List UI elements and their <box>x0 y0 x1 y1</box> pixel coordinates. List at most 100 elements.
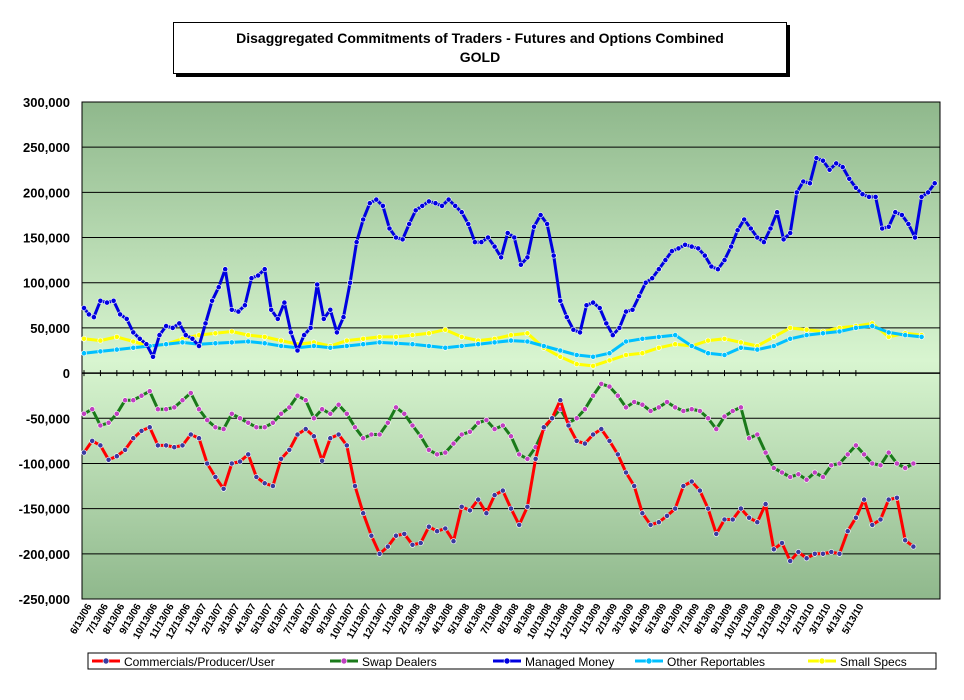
data-point <box>237 415 243 422</box>
data-point <box>261 480 268 487</box>
data-point <box>196 343 202 349</box>
data-point <box>623 308 629 315</box>
data-point <box>869 460 876 467</box>
data-point <box>442 449 449 456</box>
data-point <box>508 505 514 512</box>
data-point <box>787 230 794 236</box>
data-point <box>894 494 900 501</box>
data-point <box>163 323 169 329</box>
series-line <box>83 324 922 359</box>
data-point <box>859 191 866 198</box>
data-point <box>779 469 785 476</box>
y-tick-label: -50,000 <box>26 411 70 426</box>
data-point <box>302 426 309 432</box>
data-point <box>130 397 137 404</box>
data-point <box>655 344 662 351</box>
data-point <box>458 209 465 216</box>
data-point <box>248 275 255 282</box>
data-point <box>97 348 104 355</box>
data-point <box>228 306 235 313</box>
legend-marker <box>645 657 653 665</box>
data-point <box>787 558 794 564</box>
data-point <box>376 339 383 346</box>
data-point <box>721 257 728 263</box>
data-point <box>738 404 744 411</box>
data-point <box>81 305 87 311</box>
data-point <box>582 406 588 413</box>
data-point <box>894 460 900 467</box>
data-point <box>130 344 137 351</box>
data-point <box>524 338 531 345</box>
data-point <box>261 424 268 431</box>
data-point <box>761 239 767 245</box>
data-point <box>97 422 104 429</box>
data-point <box>655 404 662 411</box>
data-point <box>508 433 514 440</box>
data-point <box>754 431 761 438</box>
data-point <box>187 390 194 396</box>
data-point <box>609 332 616 338</box>
data-point <box>614 451 621 458</box>
data-point <box>105 456 112 463</box>
data-point <box>892 209 899 216</box>
data-point <box>235 308 242 315</box>
data-point <box>603 320 610 327</box>
data-point <box>649 275 656 282</box>
data-point <box>524 503 531 510</box>
data-point <box>508 332 514 338</box>
data-point <box>606 437 613 444</box>
data-point <box>442 326 449 333</box>
data-point <box>879 225 886 232</box>
data-point <box>171 444 178 451</box>
data-point <box>360 335 367 342</box>
data-point <box>869 323 876 329</box>
data-point <box>122 397 128 404</box>
data-point <box>163 406 169 413</box>
data-point <box>675 245 682 252</box>
data-point <box>352 483 358 489</box>
data-point <box>598 380 605 387</box>
data-point <box>583 302 590 309</box>
data-point <box>179 442 186 449</box>
data-point <box>274 315 281 322</box>
legend-item: Commercials/Producer/User <box>92 655 275 669</box>
data-point <box>647 408 654 414</box>
data-point <box>573 415 580 422</box>
data-point <box>425 446 432 453</box>
data-point <box>458 431 465 438</box>
data-point <box>839 164 846 170</box>
data-point <box>475 496 482 503</box>
data-point <box>245 332 252 338</box>
data-point <box>738 344 744 351</box>
data-point <box>828 549 835 555</box>
data-point <box>563 314 570 320</box>
data-point <box>255 272 261 279</box>
data-point <box>746 435 752 442</box>
data-point <box>738 505 744 512</box>
data-point <box>399 236 406 243</box>
data-point <box>393 404 399 411</box>
data-point <box>787 474 794 480</box>
data-point <box>570 326 577 333</box>
data-point <box>902 537 909 544</box>
data-point <box>688 406 695 413</box>
data-point <box>762 501 769 507</box>
data-point <box>664 513 670 519</box>
data-point <box>347 279 353 286</box>
data-point <box>97 297 104 304</box>
data-point <box>573 352 580 358</box>
data-point <box>853 442 859 449</box>
data-point <box>688 243 695 250</box>
data-point <box>754 519 761 526</box>
data-point <box>97 337 104 344</box>
data-point <box>844 528 851 535</box>
data-point <box>310 343 317 349</box>
data-point <box>222 266 229 273</box>
data-point <box>406 221 413 227</box>
data-point <box>81 350 87 357</box>
data-point <box>209 297 215 304</box>
data-point <box>793 189 800 196</box>
data-point <box>401 531 408 537</box>
data-point <box>465 221 472 227</box>
legend-marker <box>818 657 826 665</box>
